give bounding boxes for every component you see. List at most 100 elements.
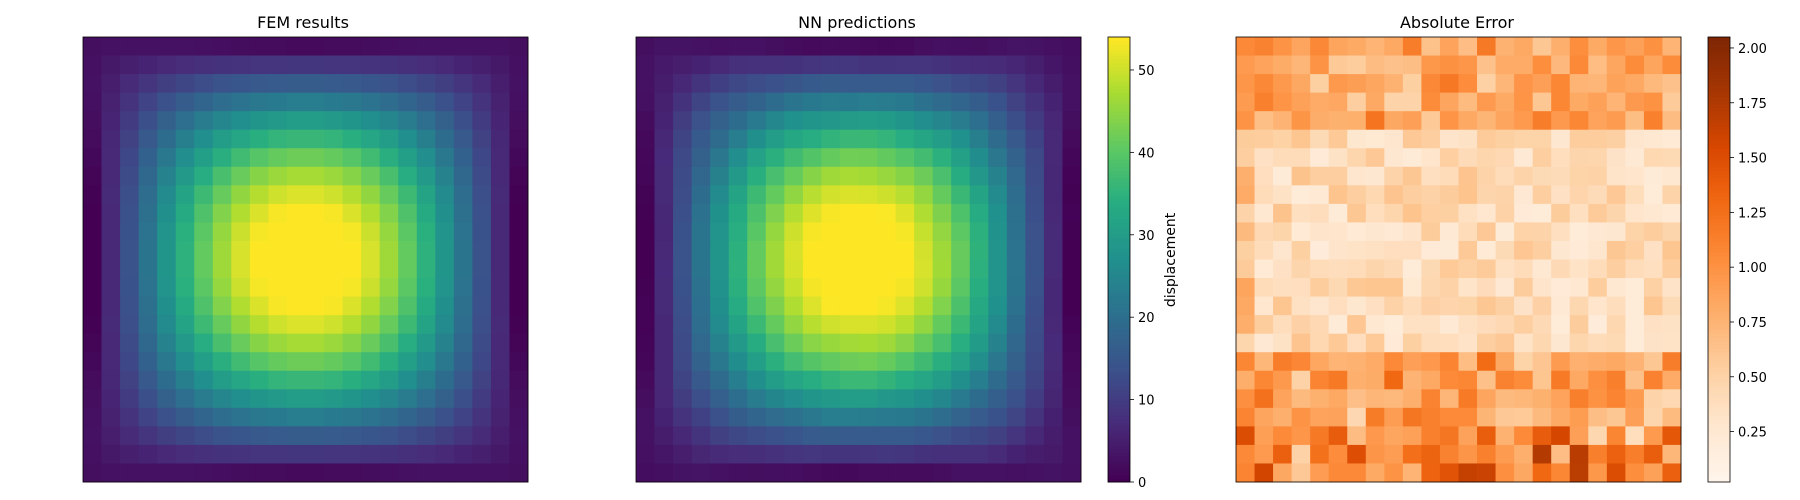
- heatmap-cell: [1532, 185, 1552, 205]
- heatmap-cell: [194, 203, 214, 223]
- colorbar-segment: [1108, 474, 1130, 479]
- colorbar-segment: [1108, 311, 1130, 316]
- heatmap-cell: [802, 278, 822, 297]
- heatmap-cell: [398, 222, 418, 242]
- colorbar-segment: [1708, 233, 1730, 238]
- heatmap-cell: [636, 315, 655, 335]
- colorbar-segment: [1108, 207, 1130, 212]
- heatmap-cell: [988, 315, 1008, 335]
- heatmap-cell: [1551, 259, 1571, 279]
- heatmap-cell: [490, 74, 510, 94]
- heatmap-cell: [1569, 111, 1589, 131]
- heatmap-cell: [453, 407, 473, 427]
- colorbar-segment: [1708, 393, 1730, 398]
- heatmap-cell: [1532, 259, 1552, 279]
- heatmap-cell: [157, 333, 177, 353]
- heatmap-cell: [1291, 426, 1311, 446]
- heatmap-cell: [951, 296, 971, 316]
- heatmap-cell: [821, 185, 841, 205]
- heatmap-cell: [175, 333, 195, 353]
- heatmap-cell: [1347, 352, 1367, 372]
- heatmap-cell: [1588, 426, 1608, 446]
- heatmap-cell: [951, 259, 971, 279]
- heatmap-cell: [1310, 37, 1330, 56]
- heatmap-cell: [802, 203, 822, 223]
- heatmap-cell: [691, 352, 711, 372]
- heatmap-cell: [342, 407, 362, 427]
- heatmap-cell: [231, 370, 251, 390]
- heatmap-cell: [858, 407, 878, 427]
- heatmap-cell: [710, 92, 730, 112]
- colorbar-segment: [1108, 96, 1130, 101]
- heatmap-cell: [138, 278, 158, 297]
- heatmap-cell: [1328, 333, 1348, 353]
- heatmap-cell: [1291, 444, 1311, 464]
- heatmap-cell: [654, 92, 674, 112]
- heatmap-cell: [1625, 129, 1645, 149]
- heatmap-cell: [1328, 166, 1348, 186]
- heatmap-cell: [1532, 55, 1552, 75]
- heatmap-cell: [305, 185, 325, 205]
- heatmap-cell: [453, 92, 473, 112]
- heatmap-cell: [1458, 129, 1478, 149]
- heatmap-cell: [1532, 37, 1552, 56]
- colorbar-segment: [1108, 281, 1130, 286]
- heatmap-cell: [472, 203, 492, 223]
- heatmap-cell: [175, 240, 195, 260]
- heatmap-cell: [1662, 259, 1682, 279]
- colorbar-segment: [1708, 155, 1730, 160]
- heatmap-cell: [784, 352, 804, 372]
- heatmap-cell: [1402, 55, 1422, 75]
- heatmap-cell: [858, 240, 878, 260]
- heatmap-cell: [636, 407, 655, 427]
- heatmap-cell: [1458, 92, 1478, 112]
- heatmap-cell: [932, 259, 952, 279]
- colorbar-segment: [1108, 144, 1130, 149]
- heatmap-cell: [342, 111, 362, 131]
- heatmap-cell: [1532, 222, 1552, 242]
- heatmap-cell: [1643, 55, 1663, 75]
- heatmap-cell: [858, 259, 878, 279]
- heatmap-cell: [932, 389, 952, 409]
- heatmap-cell: [490, 426, 510, 446]
- heatmap-cell: [747, 389, 767, 409]
- heatmap-cell: [1421, 148, 1441, 168]
- colorbar-segment: [1708, 355, 1730, 361]
- heatmap-cell: [1025, 166, 1045, 186]
- heatmap-cell: [157, 129, 177, 149]
- heatmap-cell: [1514, 92, 1534, 112]
- colorbar-segment: [1108, 59, 1130, 64]
- heatmap-cell: [1236, 222, 1255, 242]
- heatmap-cell: [877, 370, 896, 390]
- colorbar-segment: [1708, 218, 1730, 223]
- heatmap-cell: [453, 148, 473, 168]
- heatmap-cell: [636, 111, 655, 131]
- heatmap-cell: [1439, 240, 1459, 260]
- heatmap-cell: [509, 240, 529, 260]
- heatmap-cell: [1495, 296, 1515, 316]
- heatmap-cell: [249, 426, 269, 446]
- heatmap-cell: [691, 37, 711, 56]
- colorbar-segment: [1108, 244, 1130, 249]
- heatmap-cell: [1025, 426, 1045, 446]
- heatmap-cell: [83, 166, 102, 186]
- heatmap-cell: [1569, 148, 1589, 168]
- heatmap-cell: [305, 296, 325, 316]
- heatmap-cell: [1384, 185, 1404, 205]
- heatmap-cell: [1458, 148, 1478, 168]
- heatmap-cell: [1606, 259, 1626, 279]
- heatmap-cell: [509, 166, 529, 186]
- heatmap-cell: [1588, 74, 1608, 94]
- heatmap-cell: [249, 370, 269, 390]
- colorbar-segment: [1708, 422, 1730, 427]
- heatmap-cell: [988, 111, 1008, 131]
- heatmap-cell: [1439, 278, 1459, 297]
- heatmap-cell: [951, 389, 971, 409]
- heatmap-cell: [1062, 92, 1082, 112]
- heatmap-cell: [802, 296, 822, 316]
- heatmap-cell: [1365, 74, 1385, 94]
- heatmap-cell: [673, 444, 693, 464]
- heatmap-cell: [416, 333, 436, 353]
- heatmap-cell: [138, 129, 158, 149]
- heatmap-cell: [1439, 407, 1459, 427]
